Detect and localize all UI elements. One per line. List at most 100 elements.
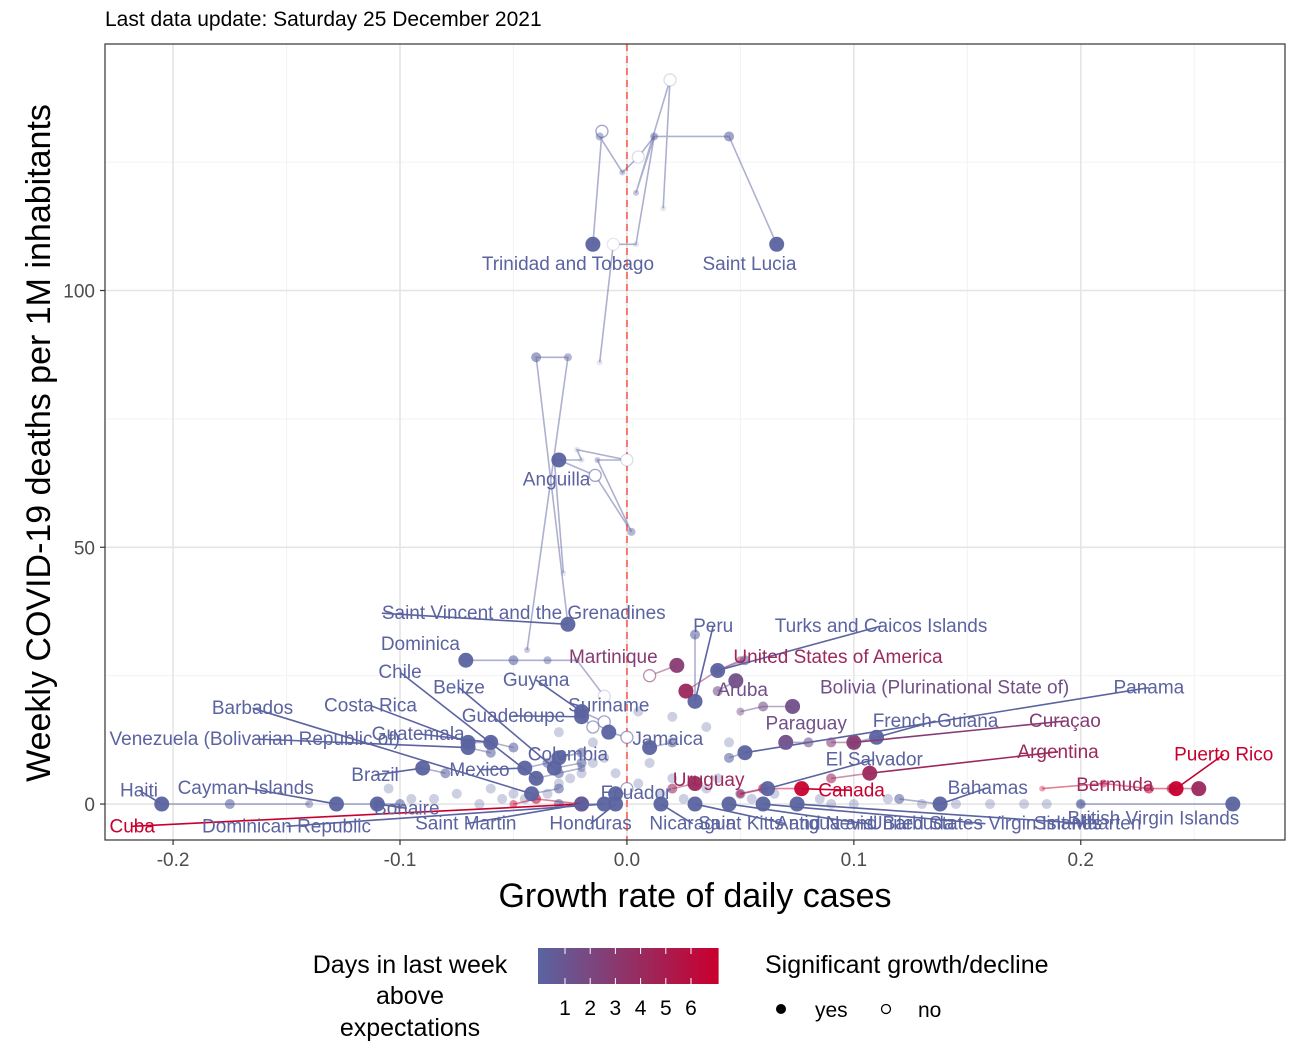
color-bar-segment: [658, 948, 664, 984]
x-axis-ticks: -0.2 -0.1 0.0 0.1 0.2: [157, 840, 1094, 871]
country-label: Canada: [818, 780, 885, 801]
background-point: [429, 793, 440, 804]
trail-point: [574, 657, 580, 664]
label-leader-line: [876, 720, 936, 739]
country-label: Panama: [1113, 678, 1184, 699]
color-bar-segment: [578, 948, 584, 984]
background-point: [882, 793, 893, 804]
label-leader-line: [744, 686, 1149, 754]
background-point: [485, 783, 496, 794]
country-label: Martinique: [569, 647, 658, 668]
label-leader-line: [245, 786, 337, 805]
trail-point-hollow: [588, 468, 602, 483]
country-label: Dominica: [381, 634, 461, 655]
color-bar-segment: [703, 948, 709, 984]
trail-point: [712, 686, 723, 697]
country-label: Jamaica: [632, 729, 703, 750]
label-leader-lines: [132, 612, 1225, 828]
trail-point: [531, 352, 542, 363]
country-label: United States Virgin Islands: [869, 814, 1102, 835]
trail-line: [1042, 782, 1177, 790]
background-point: [655, 788, 666, 799]
trail-point: [724, 752, 735, 763]
background-point: [644, 757, 655, 768]
label-leader-line: [869, 751, 1059, 775]
color-bar-segment: [648, 948, 654, 984]
background-point: [576, 768, 587, 779]
color-bar-segment: [618, 948, 624, 984]
label-leader-line: [132, 803, 582, 828]
label-leader-line: [535, 679, 582, 713]
trail-point: [596, 359, 603, 366]
color-legend-title-line-1: Days in last week: [313, 951, 508, 979]
color-bar-segment: [583, 948, 589, 984]
trail-point: [553, 783, 564, 794]
trail-point-hollow: [620, 453, 634, 467]
trail-point: [576, 757, 587, 768]
trail-point-hollow: [631, 150, 645, 164]
x-tick-label: -0.2: [157, 850, 190, 871]
color-bar-segment: [613, 948, 619, 984]
country-label: Dominican Republic: [202, 816, 371, 837]
color-legend-label: 1: [559, 997, 571, 1020]
trail-line: [635, 79, 778, 245]
background-point: [599, 752, 610, 763]
country-label: French Guiana: [873, 711, 999, 732]
country-label: Nicaragua: [649, 814, 736, 835]
country-point: [642, 740, 658, 756]
background-point: [701, 783, 712, 794]
trail-point-hollow: [620, 730, 634, 744]
background-point: [667, 773, 678, 784]
trail-point: [736, 707, 745, 716]
label-leader-line: [853, 720, 1065, 744]
color-legend-label: 4: [635, 997, 647, 1020]
color-bar-segment: [608, 948, 614, 984]
country-label: Trinidad and Tobago: [482, 254, 654, 275]
y-axis-ticks: 0 50 100: [63, 282, 105, 816]
country-label: Bonaire: [374, 798, 440, 819]
x-tick-label: -0.1: [384, 850, 417, 871]
background-point: [565, 773, 576, 784]
label-leader-line: [801, 787, 852, 792]
trail-point: [627, 527, 636, 536]
y-tick-label: 0: [84, 795, 95, 816]
country-labels: Trinidad and Tobago Saint Lucia Anguilla Sa…: [110, 254, 1274, 837]
background-point: [985, 799, 995, 810]
country-label: United States of America: [733, 647, 943, 668]
shape-legend-title: Significant growth/decline: [765, 951, 1049, 979]
color-bar-segment: [668, 948, 674, 984]
label-leader-line: [694, 803, 786, 825]
label-leader-line: [660, 803, 694, 825]
background-point: [712, 773, 723, 784]
label-leader-line: [728, 803, 866, 825]
trail-point-hollow: [642, 669, 657, 683]
trail-point: [633, 189, 639, 196]
y-axis-title: Weekly COVID-19 deaths per 1M inhabitant…: [20, 104, 58, 782]
label-leader-line: [381, 612, 568, 626]
label-leader-line: [370, 704, 469, 744]
label-leader-line: [374, 767, 423, 776]
label-leader-line: [252, 707, 532, 795]
trail-point: [690, 629, 700, 640]
country-label: Cuba: [110, 816, 156, 837]
background-point: [814, 793, 825, 804]
country-label: Anguilla: [523, 470, 591, 491]
background-point: [406, 793, 417, 804]
y-tick-label: 100: [63, 282, 95, 303]
country-label: Honduras: [549, 814, 631, 835]
country-label: Venezuela (Bolivarian Republic of): [110, 729, 400, 750]
plot-panel-border: [104, 43, 1286, 841]
trail-point: [633, 241, 639, 248]
legend-filled-dot: [776, 1004, 786, 1014]
background-point: [587, 737, 598, 748]
color-bar-segment: [713, 948, 719, 984]
country-point: [551, 452, 567, 468]
color-bar-segment: [588, 948, 594, 984]
trail-point-hollow: [606, 237, 620, 251]
background-point: [497, 793, 508, 804]
country-point: [687, 776, 703, 792]
country-label: Costa Rica: [324, 696, 417, 717]
label-leader-line: [797, 803, 1088, 825]
trail-point: [509, 800, 518, 809]
trail-point-hollow: [595, 124, 609, 138]
